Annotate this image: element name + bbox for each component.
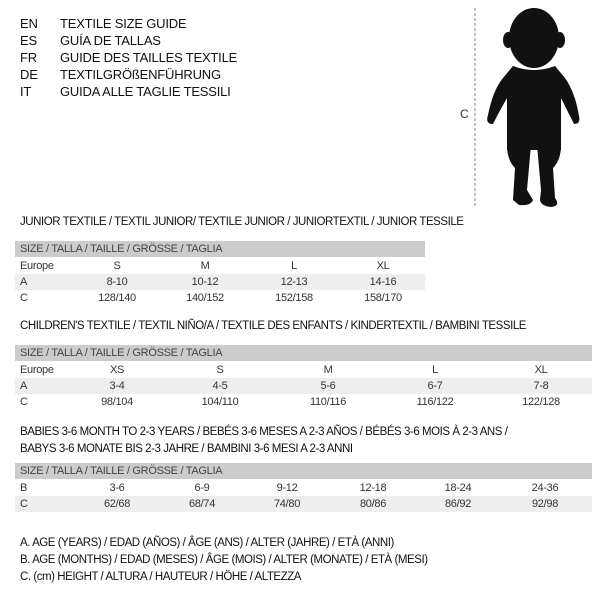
lang-title: TEXTILGRÖßENFÜHRUNG bbox=[60, 67, 221, 82]
table-cell: 24-36 bbox=[531, 482, 559, 494]
table-header: SIZE / TALLA / TAILLE / GRÖSSE / TAGLIA bbox=[15, 463, 592, 479]
table-cell: 3-4 bbox=[109, 380, 125, 392]
children-title: CHILDREN'S TEXTILE / TEXTIL NIÑO/A / TEX… bbox=[20, 320, 526, 332]
lang-code: IT bbox=[20, 84, 32, 99]
table-cell: 122/128 bbox=[522, 396, 560, 408]
table-cell: 128/140 bbox=[98, 292, 136, 304]
table-cell: 140/152 bbox=[186, 292, 224, 304]
table-cell: L bbox=[432, 364, 438, 376]
table-cell: S bbox=[216, 364, 224, 376]
children-size-table: SIZE / TALLA / TAILLE / GRÖSSE / TAGLIA … bbox=[15, 345, 592, 410]
table-cell: XL bbox=[534, 364, 548, 376]
row-label: B bbox=[20, 482, 28, 494]
table-row: C 98/104 104/110 110/116 116/122 122/128 bbox=[15, 394, 592, 410]
table-cell: 3-6 bbox=[109, 482, 125, 494]
table-cell: 152/158 bbox=[275, 292, 313, 304]
lang-code: EN bbox=[20, 16, 38, 31]
lang-title: GUIDE DES TAILLES TEXTILE bbox=[60, 50, 238, 65]
table-cell: 18-24 bbox=[444, 482, 472, 494]
row-label: Europe bbox=[20, 364, 54, 376]
row-label: C bbox=[20, 498, 28, 510]
row-label: A bbox=[20, 380, 28, 392]
table-cell: 98/104 bbox=[101, 396, 133, 408]
lang-title: GUIDA ALLE TAGLIE TESSILI bbox=[60, 84, 231, 99]
table-row: A 8-10 10-12 12-13 14-16 bbox=[15, 274, 425, 290]
table-cell: 80/86 bbox=[359, 498, 387, 510]
row-label: Europe bbox=[20, 260, 54, 272]
height-figure: C bbox=[455, 0, 600, 220]
table-row: C 62/68 68/74 74/80 80/86 86/92 92/98 bbox=[15, 496, 592, 512]
legend-c: C. (cm) HEIGHT / ALTURA / HAUTEUR / HÖHE… bbox=[20, 571, 302, 583]
table-cell: 86/92 bbox=[444, 498, 472, 510]
row-label: C bbox=[20, 396, 28, 408]
table-cell: 110/116 bbox=[309, 396, 347, 408]
table-cell: 158/170 bbox=[364, 292, 402, 304]
table-cell: 104/110 bbox=[201, 396, 239, 408]
row-label: A bbox=[20, 276, 28, 288]
table-row: A 3-4 4-5 5-6 6-7 7-8 bbox=[15, 378, 592, 394]
table-cell: 4-5 bbox=[212, 380, 228, 392]
table-cell: 6-7 bbox=[427, 380, 443, 392]
measure-label: C bbox=[460, 107, 469, 121]
table-cell: 116/122 bbox=[416, 396, 454, 408]
table-cell: 74/80 bbox=[273, 498, 301, 510]
lang-code: FR bbox=[20, 50, 37, 65]
table-row: Europe XS S M L XL bbox=[15, 362, 592, 378]
legend-b: B. AGE (MONTHS) / EDAD (MESES) / ÂGE (MO… bbox=[20, 554, 428, 566]
lang-title: TEXTILE SIZE GUIDE bbox=[60, 16, 187, 31]
junior-title: JUNIOR TEXTILE / TEXTIL JUNIOR/ TEXTILE … bbox=[20, 216, 464, 228]
table-cell: 6-9 bbox=[194, 482, 210, 494]
table-row: B 3-6 6-9 9-12 12-18 18-24 24-36 bbox=[15, 480, 592, 496]
lang-code: DE bbox=[20, 67, 38, 82]
table-cell: M bbox=[200, 260, 210, 272]
table-row: C 128/140 140/152 152/158 158/170 bbox=[15, 290, 425, 306]
row-label: C bbox=[20, 292, 28, 304]
table-cell: 5-6 bbox=[320, 380, 336, 392]
lang-code: ES bbox=[20, 33, 37, 48]
babies-title-line1: BABIES 3-6 MONTH TO 2-3 YEARS / BEBÉS 3-… bbox=[20, 426, 508, 438]
table-cell: 12-13 bbox=[280, 276, 308, 288]
table-cell: S bbox=[113, 260, 121, 272]
table-cell: M bbox=[323, 364, 333, 376]
table-cell: 62/68 bbox=[103, 498, 131, 510]
table-cell: 12-18 bbox=[359, 482, 387, 494]
table-cell: 92/98 bbox=[531, 498, 559, 510]
table-cell: 8-10 bbox=[106, 276, 128, 288]
table-cell: 9-12 bbox=[276, 482, 298, 494]
babies-title-line2: BABYS 3-6 MONATE BIS 2-3 JAHRE / BAMBINI… bbox=[20, 443, 353, 455]
lang-title: GUÍA DE TALLAS bbox=[60, 33, 161, 48]
table-cell: 7-8 bbox=[533, 380, 549, 392]
junior-size-table: SIZE / TALLA / TAILLE / GRÖSSE / TAGLIA … bbox=[15, 241, 425, 306]
babies-size-table: SIZE / TALLA / TAILLE / GRÖSSE / TAGLIA … bbox=[15, 463, 592, 512]
table-cell: XS bbox=[109, 364, 125, 376]
table-cell: 68/74 bbox=[188, 498, 216, 510]
table-cell: 14-16 bbox=[369, 276, 397, 288]
table-row: Europe S M L XL bbox=[15, 258, 425, 274]
table-header: SIZE / TALLA / TAILLE / GRÖSSE / TAGLIA bbox=[15, 345, 592, 361]
table-header: SIZE / TALLA / TAILLE / GRÖSSE / TAGLIA bbox=[15, 241, 425, 257]
table-cell: L bbox=[291, 260, 297, 272]
legend-a: A. AGE (YEARS) / EDAD (AÑOS) / ÂGE (ANS)… bbox=[20, 537, 394, 549]
table-cell: 10-12 bbox=[191, 276, 219, 288]
baby-silhouette-icon bbox=[474, 8, 580, 208]
table-cell: XL bbox=[376, 260, 390, 272]
